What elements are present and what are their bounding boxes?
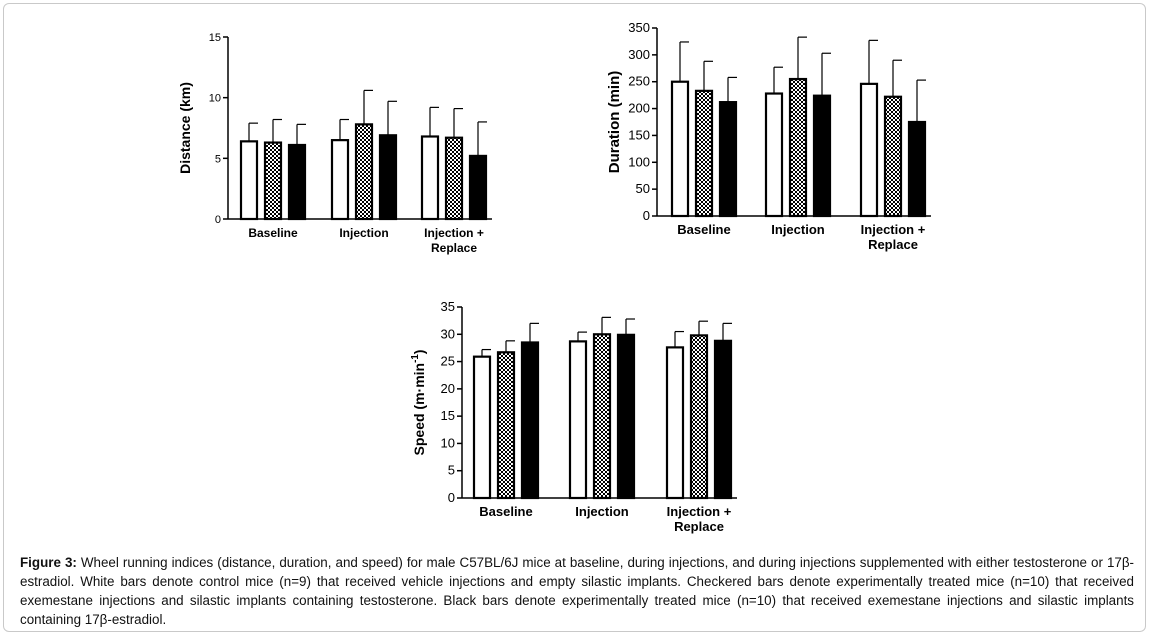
bar-checkered [354, 123, 374, 221]
bar-solid [713, 339, 733, 500]
x-category-label: Baseline [479, 504, 532, 519]
y-tick-label: 35 [441, 299, 455, 314]
distance-chart: 0 5 10 15 Distance (km) Baseline Injection Inje… [177, 32, 492, 255]
bar-open [330, 139, 350, 221]
bar-checkered [689, 334, 709, 500]
y-tick-label: 200 [628, 101, 650, 116]
bar-open [472, 355, 492, 500]
x-category-label: Replace [431, 241, 477, 255]
y-axis-label-superscript: -1 [410, 354, 421, 363]
bar-checkered [444, 136, 464, 221]
x-category-label: Injection [339, 226, 388, 240]
caption-text: Wheel running indices (distance, duratio… [20, 555, 1135, 627]
y-axis-label-main: Distance (km) [177, 82, 193, 174]
bar-open [568, 340, 588, 500]
bar-open [665, 346, 685, 500]
y-tick-label: 0 [448, 490, 455, 505]
x-category-label: Baseline [677, 222, 730, 237]
x-category-label: Baseline [248, 226, 298, 240]
x-category-label: Replace [868, 237, 918, 252]
bar-checkered [263, 141, 283, 221]
bar-open [670, 80, 690, 218]
y-tick-label: 25 [441, 354, 455, 369]
y-tick-label: 0 [215, 214, 221, 226]
bar-solid [378, 134, 398, 221]
speed-chart: 0 5 10 15 20 25 30 35 Speed (m·min-1) Baseline Inj… [410, 299, 737, 534]
y-tick-label: 15 [441, 408, 455, 423]
bar-open [239, 140, 259, 221]
bar-solid [907, 120, 927, 218]
bar-open [764, 92, 784, 218]
y-tick-label: 50 [636, 181, 650, 196]
y-tick-label: 5 [448, 463, 455, 478]
y-tick-label: 0 [643, 208, 650, 223]
y-tick-label: 15 [209, 32, 221, 44]
caption-label: Figure 3: [20, 555, 77, 570]
duration-chart: 0 50 100 150 200 250 300 350 Duration (min) Basel… [606, 20, 931, 252]
bar-solid [812, 94, 832, 218]
x-category-label: Injection [575, 504, 629, 519]
y-axis-label: Duration (min) [606, 71, 623, 174]
y-tick-label: 5 [215, 153, 221, 165]
x-category-label: Injection [771, 222, 825, 237]
bar-solid [616, 333, 636, 500]
bar-open [859, 82, 879, 218]
bar-solid [520, 341, 540, 500]
y-axis-label: Distance (km) [177, 82, 193, 174]
y-tick-label: 250 [628, 74, 650, 89]
y-tick-label: 300 [628, 47, 650, 62]
x-category-label: Injection + [667, 504, 732, 519]
x-category-label: Injection + [424, 226, 484, 240]
y-tick-label: 100 [628, 154, 650, 169]
y-tick-label: 30 [441, 326, 455, 341]
y-axis-label-main: Duration (min) [606, 71, 623, 174]
bar-checkered [592, 333, 612, 500]
y-axis-label: Speed (m·min-1) [410, 350, 427, 456]
bar-solid [718, 101, 738, 218]
bar-solid [287, 143, 307, 221]
figure-frame [3, 3, 1146, 632]
y-tick-label: 10 [209, 93, 221, 105]
y-tick-label: 350 [628, 20, 650, 35]
figure-caption: Figure 3: Wheel running indices (distanc… [20, 553, 1134, 629]
x-category-label: Injection + [861, 222, 926, 237]
bar-checkered [788, 77, 808, 218]
bar-checkered [694, 89, 714, 218]
y-tick-label: 10 [441, 435, 455, 450]
bar-checkered [496, 351, 516, 500]
y-axis-label-main: Speed (m·min [411, 363, 427, 456]
bar-open [420, 135, 440, 221]
bar-solid [468, 154, 488, 221]
y-tick-label: 20 [441, 381, 455, 396]
y-axis-label-close: ) [411, 350, 427, 355]
bar-checkered [883, 95, 903, 218]
y-tick-label: 150 [628, 127, 650, 142]
x-category-label: Replace [674, 519, 724, 534]
